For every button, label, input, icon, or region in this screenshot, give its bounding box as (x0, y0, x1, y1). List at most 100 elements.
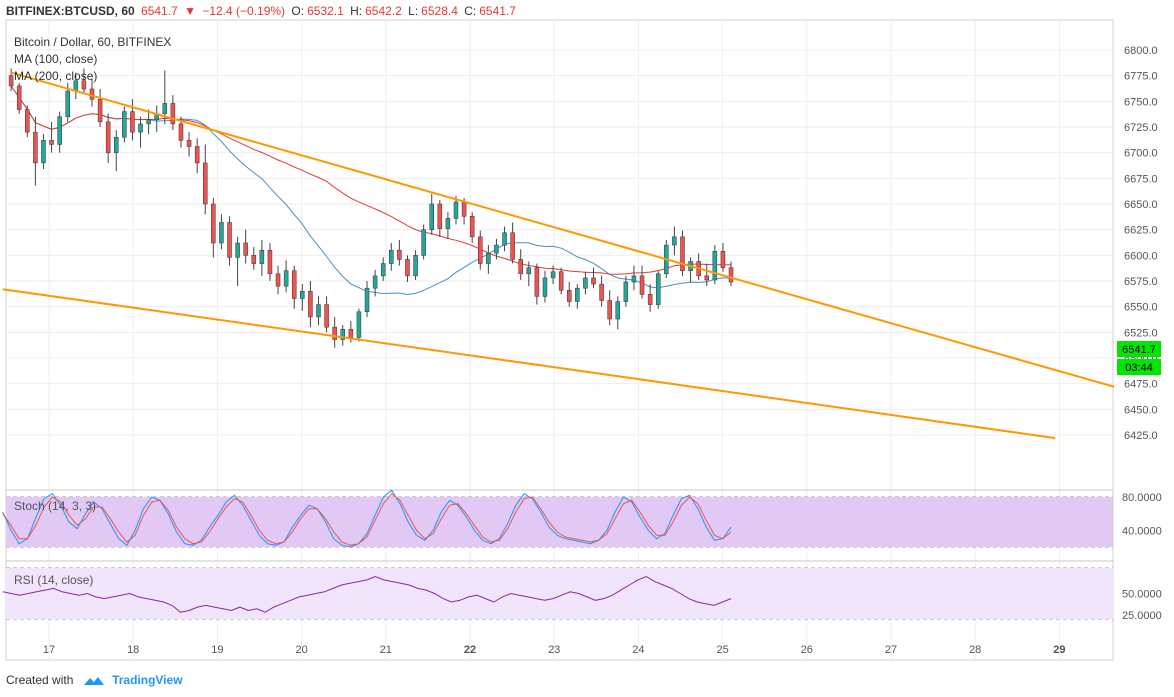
price-tick-label: 6575.0 (1124, 276, 1158, 288)
candle-body (566, 289, 572, 302)
candle-body (332, 326, 337, 340)
price-tick-label: 6550.0 (1124, 302, 1158, 314)
candle-body (599, 283, 604, 301)
candle-body (372, 275, 378, 289)
candle-body (316, 304, 321, 318)
candle-body (211, 203, 216, 244)
legend-ma100[interactable]: MA (100, close) (14, 52, 97, 66)
candle-body (57, 116, 62, 145)
date-tick-label: 26 (801, 644, 813, 656)
candle-body (16, 85, 22, 110)
candle-body (186, 140, 192, 147)
price-tick-label: 6775.0 (1124, 71, 1158, 83)
upper-trendline[interactable] (10, 71, 1115, 388)
time-axis[interactable]: 17 18 19 20 21 22 23 24 25 26 27 28 29 (43, 644, 1066, 656)
candle-body (283, 270, 289, 287)
rsi-label[interactable]: RSI (14, close) (14, 573, 93, 587)
symbol-header: BITFINEX:BTCUSD, 60 6541.7 ▼ −12.4 (−0.1… (6, 2, 519, 20)
candle-body (130, 111, 135, 133)
date-tick-label: 21 (380, 644, 392, 656)
candle-body (300, 291, 305, 299)
stoch-band (6, 497, 1113, 547)
candle-body (49, 140, 54, 145)
candle-body (680, 236, 685, 271)
price-tick-label: 6450.0 (1124, 404, 1158, 416)
price-tick-label: 6475.0 (1124, 379, 1158, 391)
candle-body (712, 250, 718, 281)
price-tick-label: 6750.0 (1124, 96, 1158, 108)
stoch-k-line (2, 489, 732, 548)
candle-body (235, 242, 240, 258)
chart-canvas[interactable]: 6800.0 6775.0 6750.0 6725.0 6700.0 6675.0 6650… (0, 0, 1174, 665)
price-tick-label: 6600.0 (1124, 250, 1158, 262)
stoch-tick-label: 80.0000 (1122, 492, 1162, 504)
candle-body (550, 271, 556, 279)
candle-body (591, 277, 596, 285)
candle-body (542, 277, 548, 297)
candle-body (251, 255, 257, 264)
tradingview-brand[interactable]: TradingView (112, 673, 183, 687)
candle-body (526, 267, 532, 275)
price-tick-label: 6425.0 (1124, 430, 1158, 442)
candle-body (194, 146, 200, 164)
candle-body (170, 103, 176, 125)
candle-body (655, 273, 661, 305)
lower-trendline[interactable] (2, 288, 1056, 440)
date-tick-label: 20 (295, 644, 307, 656)
candle-body (510, 232, 515, 260)
high-value: 6542.2 (365, 4, 402, 18)
rsi-band (6, 568, 1113, 619)
price-tick-label: 6650.0 (1124, 199, 1158, 211)
candle-body (138, 123, 143, 133)
candle-body (421, 229, 426, 256)
candle-body (25, 109, 30, 133)
candle-body (558, 271, 564, 291)
candle-body (380, 263, 386, 277)
date-tick-label: 17 (43, 644, 55, 656)
wedge-trendlines[interactable] (2, 71, 1115, 440)
candle-body (639, 275, 645, 295)
candle-body (728, 267, 734, 283)
footer: Created with TradingView (6, 670, 183, 690)
candle-body (647, 294, 653, 305)
candle-body (41, 140, 46, 164)
candle-body (146, 119, 151, 125)
candle-body (202, 162, 208, 205)
candle-body (178, 123, 184, 141)
candle-body (389, 249, 394, 264)
candle-body (445, 218, 451, 229)
rsi-series (2, 575, 732, 613)
close-label: C: (464, 4, 477, 18)
stoch-label[interactable]: Stoch (14, 3, 3) (14, 499, 96, 513)
candle-body (114, 137, 119, 153)
candle-body (607, 300, 612, 320)
price-tag: 6541.7 03:44 (1117, 341, 1161, 375)
candle-body (308, 291, 313, 318)
date-tick-label: 24 (632, 644, 644, 656)
candle-body (486, 253, 491, 264)
price-axis[interactable]: 6800.0 6775.0 6750.0 6725.0 6700.0 6675.0 6650… (1122, 45, 1162, 622)
candle-body (243, 242, 248, 256)
price-tick-label: 6800.0 (1124, 45, 1158, 57)
candle-body (162, 103, 168, 114)
candle-body (631, 275, 637, 283)
candle-body (291, 270, 297, 299)
candle-body (65, 90, 70, 117)
candle-body (518, 259, 523, 275)
countdown-box (1117, 359, 1161, 375)
candlestick-series (8, 68, 734, 348)
date-tick-label: 29 (1053, 644, 1065, 656)
candle-body (623, 281, 629, 302)
low-value: 6528.4 (421, 4, 458, 18)
stoch-d-line (2, 493, 732, 546)
price-tick-label: 6525.0 (1124, 327, 1158, 339)
price-change: −12.4 (−0.19%) (202, 4, 286, 18)
legend-ma200[interactable]: MA (200, close) (14, 69, 97, 83)
rsi-tick-label: 25.0000 (1122, 610, 1162, 622)
price-tick-label: 6625.0 (1124, 225, 1158, 237)
candle-body (534, 267, 540, 297)
candle-body (615, 301, 621, 320)
date-tick-label: 23 (548, 644, 560, 656)
candle-body (324, 304, 329, 328)
candle-body (275, 273, 281, 287)
